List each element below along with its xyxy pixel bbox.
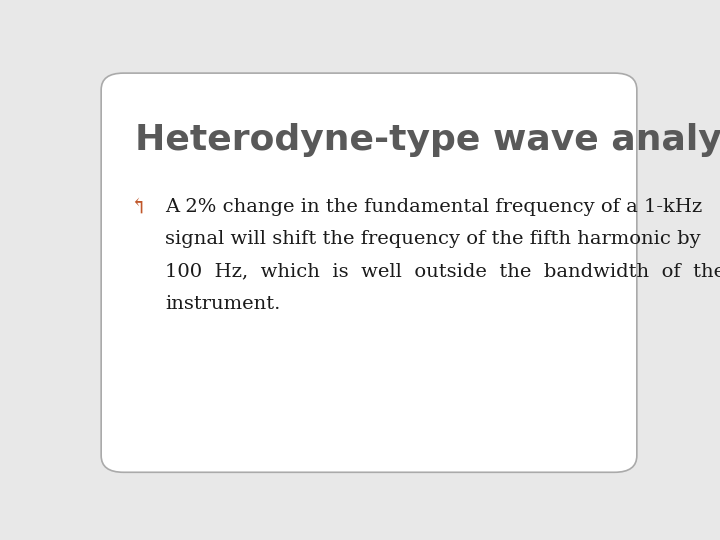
Text: instrument.: instrument.	[166, 295, 281, 313]
FancyBboxPatch shape	[101, 73, 637, 472]
Text: A 2% change in the fundamental frequency of a 1-kHz: A 2% change in the fundamental frequency…	[166, 198, 703, 216]
Text: signal will shift the frequency of the fifth harmonic by: signal will shift the frequency of the f…	[166, 230, 701, 248]
Text: 100  Hz,  which  is  well  outside  the  bandwidth  of  the: 100 Hz, which is well outside the bandwi…	[166, 263, 720, 281]
Text: ↰: ↰	[129, 198, 147, 217]
Text: Heterodyne-type wave analyzer: Heterodyne-type wave analyzer	[135, 123, 720, 157]
